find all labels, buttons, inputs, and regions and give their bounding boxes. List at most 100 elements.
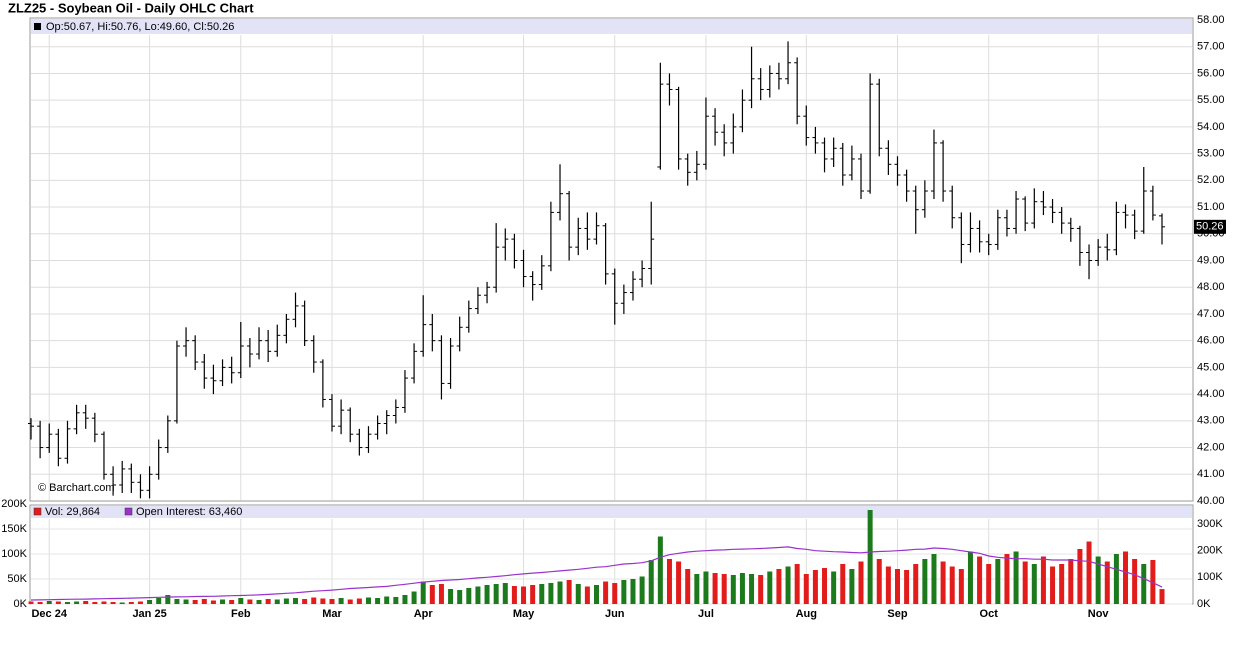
volume-bar	[74, 601, 80, 604]
volume-bar	[721, 574, 727, 604]
volume-bar	[265, 599, 271, 604]
volume-bar	[521, 586, 527, 604]
y-tick-label: 58.00	[1197, 14, 1225, 26]
volume-bar	[749, 574, 755, 604]
volume-bar	[1104, 561, 1110, 604]
volume-bar	[995, 559, 1001, 604]
volume-bar	[192, 600, 198, 604]
x-tick-label: Jun	[605, 608, 625, 620]
x-tick-label: Nov	[1088, 608, 1110, 620]
volume-bar	[1040, 556, 1046, 604]
volume-bar	[55, 601, 61, 604]
volume-bar	[858, 561, 864, 604]
volume-bar	[183, 599, 189, 604]
volume-bar	[967, 551, 973, 604]
x-tick-label: Apr	[414, 608, 434, 620]
y-tick-label: 47.00	[1197, 308, 1225, 320]
legend-swatch	[33, 507, 42, 516]
legend-label: Open Interest: 63,460	[136, 506, 242, 518]
volume-bar	[46, 601, 52, 604]
y-tick-label: 40.00	[1197, 495, 1225, 507]
volume-bar	[37, 602, 43, 604]
volume-bar	[776, 569, 782, 604]
volume-bar	[922, 559, 928, 604]
volume-bar	[1022, 561, 1028, 604]
volume-bar	[867, 510, 873, 604]
y2-tick-label: 0K	[1197, 598, 1211, 610]
price-pane	[29, 17, 1194, 502]
volume-bar	[894, 569, 900, 604]
credit: © Barchart.com	[38, 482, 115, 494]
volume-bar	[384, 596, 390, 604]
volume-bar	[584, 586, 590, 604]
volume-bar	[648, 560, 654, 604]
volume-bar	[293, 598, 299, 604]
volume-bar	[840, 564, 846, 604]
y-tick-label: 0K	[14, 598, 28, 610]
last-price-label: 50.26	[1196, 221, 1224, 233]
volume-bar	[402, 595, 408, 604]
legend-label: Vol: 29,864	[45, 506, 100, 518]
volume-bar	[1004, 554, 1010, 604]
volume-bar	[101, 601, 107, 604]
y-tick-label: 44.00	[1197, 388, 1225, 400]
volume-bar	[666, 559, 672, 604]
volume-bar	[1132, 559, 1138, 604]
volume-bar	[1031, 564, 1037, 604]
volume-bar	[1059, 564, 1065, 604]
volume-bar	[557, 581, 563, 604]
volume-bar	[986, 564, 992, 604]
y-tick-label: 55.00	[1197, 94, 1225, 106]
volume-bar	[958, 569, 964, 604]
volume-bar	[758, 575, 764, 604]
volume-bar	[530, 585, 536, 604]
volume-bar	[356, 598, 362, 604]
volume-bar	[448, 589, 454, 604]
volume-bar	[119, 602, 125, 604]
volume-bar	[603, 581, 609, 604]
volume-bar	[657, 536, 663, 604]
y-tick-label: 49.00	[1197, 254, 1225, 266]
y-tick-label: 42.00	[1197, 441, 1225, 453]
volume-legend-strip	[31, 506, 1192, 518]
y-tick-label: 150K	[1, 523, 27, 535]
volume-bar	[822, 568, 828, 604]
volume-bar	[238, 598, 244, 604]
x-tick-label: Mar	[322, 608, 342, 620]
y-tick-label: 48.00	[1197, 281, 1225, 293]
volume-bar	[484, 585, 490, 604]
volume-bar	[311, 597, 317, 604]
volume-bar	[302, 599, 308, 604]
y-tick-label: 45.00	[1197, 361, 1225, 373]
volume-bar	[940, 561, 946, 604]
volume-bar	[594, 585, 599, 604]
volume-bar	[712, 573, 718, 604]
volume-bar	[137, 601, 143, 604]
y2-tick-label: 100K	[1197, 571, 1223, 583]
volume-bar	[320, 598, 326, 604]
legend-swatch	[34, 23, 41, 30]
volume-bar	[83, 601, 89, 604]
y-tick-label: 53.00	[1197, 148, 1225, 160]
volume-bar	[174, 599, 180, 604]
volume-bar	[502, 583, 508, 604]
volume-bar	[1123, 551, 1129, 604]
volume-bar	[274, 599, 280, 604]
volume-bar	[931, 554, 937, 604]
volume-bar	[575, 584, 581, 604]
volume-bar	[703, 571, 709, 604]
volume-bar	[156, 598, 162, 604]
y-tick-label: 54.00	[1197, 121, 1225, 133]
y2-tick-label: 300K	[1197, 518, 1223, 530]
volume-bar	[621, 580, 627, 604]
y-tick-label: 51.00	[1197, 201, 1225, 213]
volume-bar	[1095, 556, 1101, 604]
open-interest-line	[30, 546, 1163, 601]
volume-bar	[803, 574, 809, 604]
y-tick-label: 100K	[1, 548, 27, 560]
volume-bar	[393, 597, 399, 604]
x-tick-label: Dec 24	[31, 608, 67, 620]
x-tick-label: Jan 25	[132, 608, 166, 620]
last-price-box	[1194, 219, 1226, 234]
